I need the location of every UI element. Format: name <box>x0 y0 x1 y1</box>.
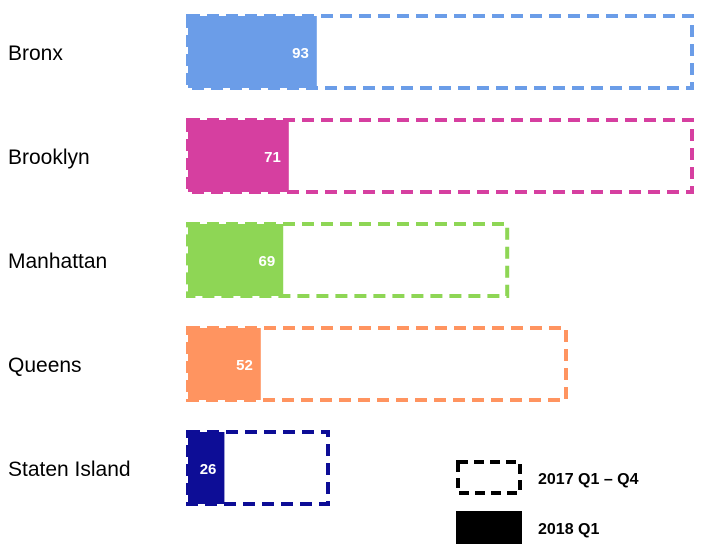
legend-label-2018: 2018 Q1 <box>538 521 599 538</box>
data-label-manhattan: 69 <box>259 253 276 270</box>
data-label-staten-island: 26 <box>200 461 217 478</box>
category-label-queens: Queens <box>8 354 82 377</box>
category-label-brooklyn: Brooklyn <box>8 146 90 169</box>
data-label-bronx: 93 <box>292 45 309 62</box>
data-label-queens: 52 <box>236 357 253 374</box>
data-label-brooklyn: 71 <box>264 149 281 166</box>
bar-2017-manhattan <box>186 222 510 298</box>
bar-2018-brooklyn <box>188 120 289 192</box>
bar-2017-bronx <box>186 14 694 90</box>
category-label-manhattan: Manhattan <box>8 250 107 273</box>
legend-label-2017: 2017 Q1 – Q4 <box>538 471 639 488</box>
bar-2018-staten-island <box>188 432 225 504</box>
legend-swatch-2018 <box>456 511 522 544</box>
bar-2018-manhattan <box>188 224 284 296</box>
bar-2018-bronx <box>188 16 317 88</box>
category-label-staten-island: Staten Island <box>8 458 131 481</box>
bar-2018-queens <box>188 328 261 400</box>
legend: 2017 Q1 – Q4 2018 Q1 <box>456 460 639 544</box>
legend-swatch-2017 <box>456 460 522 495</box>
bar-2017-queens <box>186 326 568 402</box>
bar-2017-brooklyn <box>186 118 694 194</box>
bars-group: Bronx 93 Brooklyn 71 Manhattan 69 Queens 52 Stat… <box>8 14 694 506</box>
category-label-bronx: Bronx <box>8 42 63 65</box>
bar-2017-staten-island <box>186 430 330 506</box>
